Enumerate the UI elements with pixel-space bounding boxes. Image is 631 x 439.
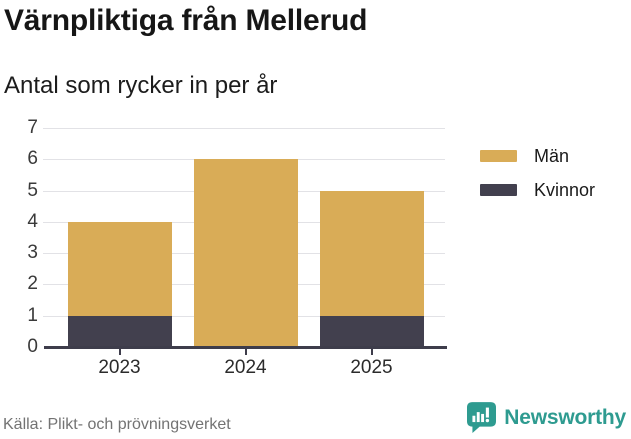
bar-segment-män-2023 bbox=[67, 221, 172, 316]
chart-title: Värnpliktiga från Mellerud bbox=[4, 4, 368, 37]
legend-label: Kvinnor bbox=[534, 180, 596, 200]
legend-swatch bbox=[480, 184, 517, 196]
y-axis-tick-label: 2 bbox=[27, 273, 38, 295]
x-axis-tick bbox=[370, 349, 373, 355]
x-axis-tick bbox=[244, 349, 247, 355]
bar-segment-män-2025 bbox=[319, 190, 424, 316]
legend-label: Män bbox=[534, 146, 570, 166]
bar-chart-speech-bubble-icon bbox=[467, 402, 497, 433]
x-axis-line bbox=[44, 346, 447, 349]
chart-subtitle: Antal som rycker in per år bbox=[4, 72, 278, 99]
y-axis-tick-label: 5 bbox=[27, 179, 38, 201]
brand-logo-group: Newsworthy bbox=[467, 402, 626, 434]
source-attribution: Källa: Plikt- och prövningsverket bbox=[3, 416, 231, 433]
bar-segment-kvinnor-2023 bbox=[67, 315, 172, 347]
x-axis-label-2025: 2025 bbox=[350, 357, 393, 378]
y-axis-tick-label: 3 bbox=[27, 242, 38, 264]
x-axis-tick bbox=[118, 349, 121, 355]
legend-item-män: Män bbox=[480, 147, 595, 165]
gridline-y7 bbox=[43, 128, 445, 129]
y-axis-tick-label: 0 bbox=[27, 336, 38, 357]
y-axis-tick-label: 4 bbox=[27, 210, 38, 232]
legend-swatch bbox=[480, 150, 517, 162]
bar-segment-män-2024 bbox=[193, 159, 298, 347]
y-axis-tick-label: 6 bbox=[27, 148, 38, 170]
bar-segment-kvinnor-2025 bbox=[319, 315, 424, 347]
x-axis-label-2024: 2024 bbox=[224, 357, 267, 378]
x-axis-label-2023: 2023 bbox=[98, 357, 141, 378]
brand-name: Newsworthy bbox=[504, 406, 626, 429]
chart-legend: Män Kvinnor bbox=[480, 147, 595, 215]
y-axis-tick-label: 7 bbox=[27, 117, 38, 138]
legend-item-kvinnor: Kvinnor bbox=[480, 181, 595, 199]
y-axis-tick-label: 1 bbox=[27, 304, 38, 326]
